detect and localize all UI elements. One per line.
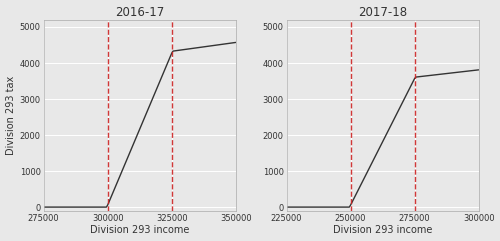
X-axis label: Division 293 income: Division 293 income [90, 225, 190, 235]
Title: 2016-17: 2016-17 [115, 6, 164, 19]
Title: 2017-18: 2017-18 [358, 6, 407, 19]
Y-axis label: Division 293 tax: Division 293 tax [6, 76, 16, 155]
X-axis label: Division 293 income: Division 293 income [333, 225, 432, 235]
